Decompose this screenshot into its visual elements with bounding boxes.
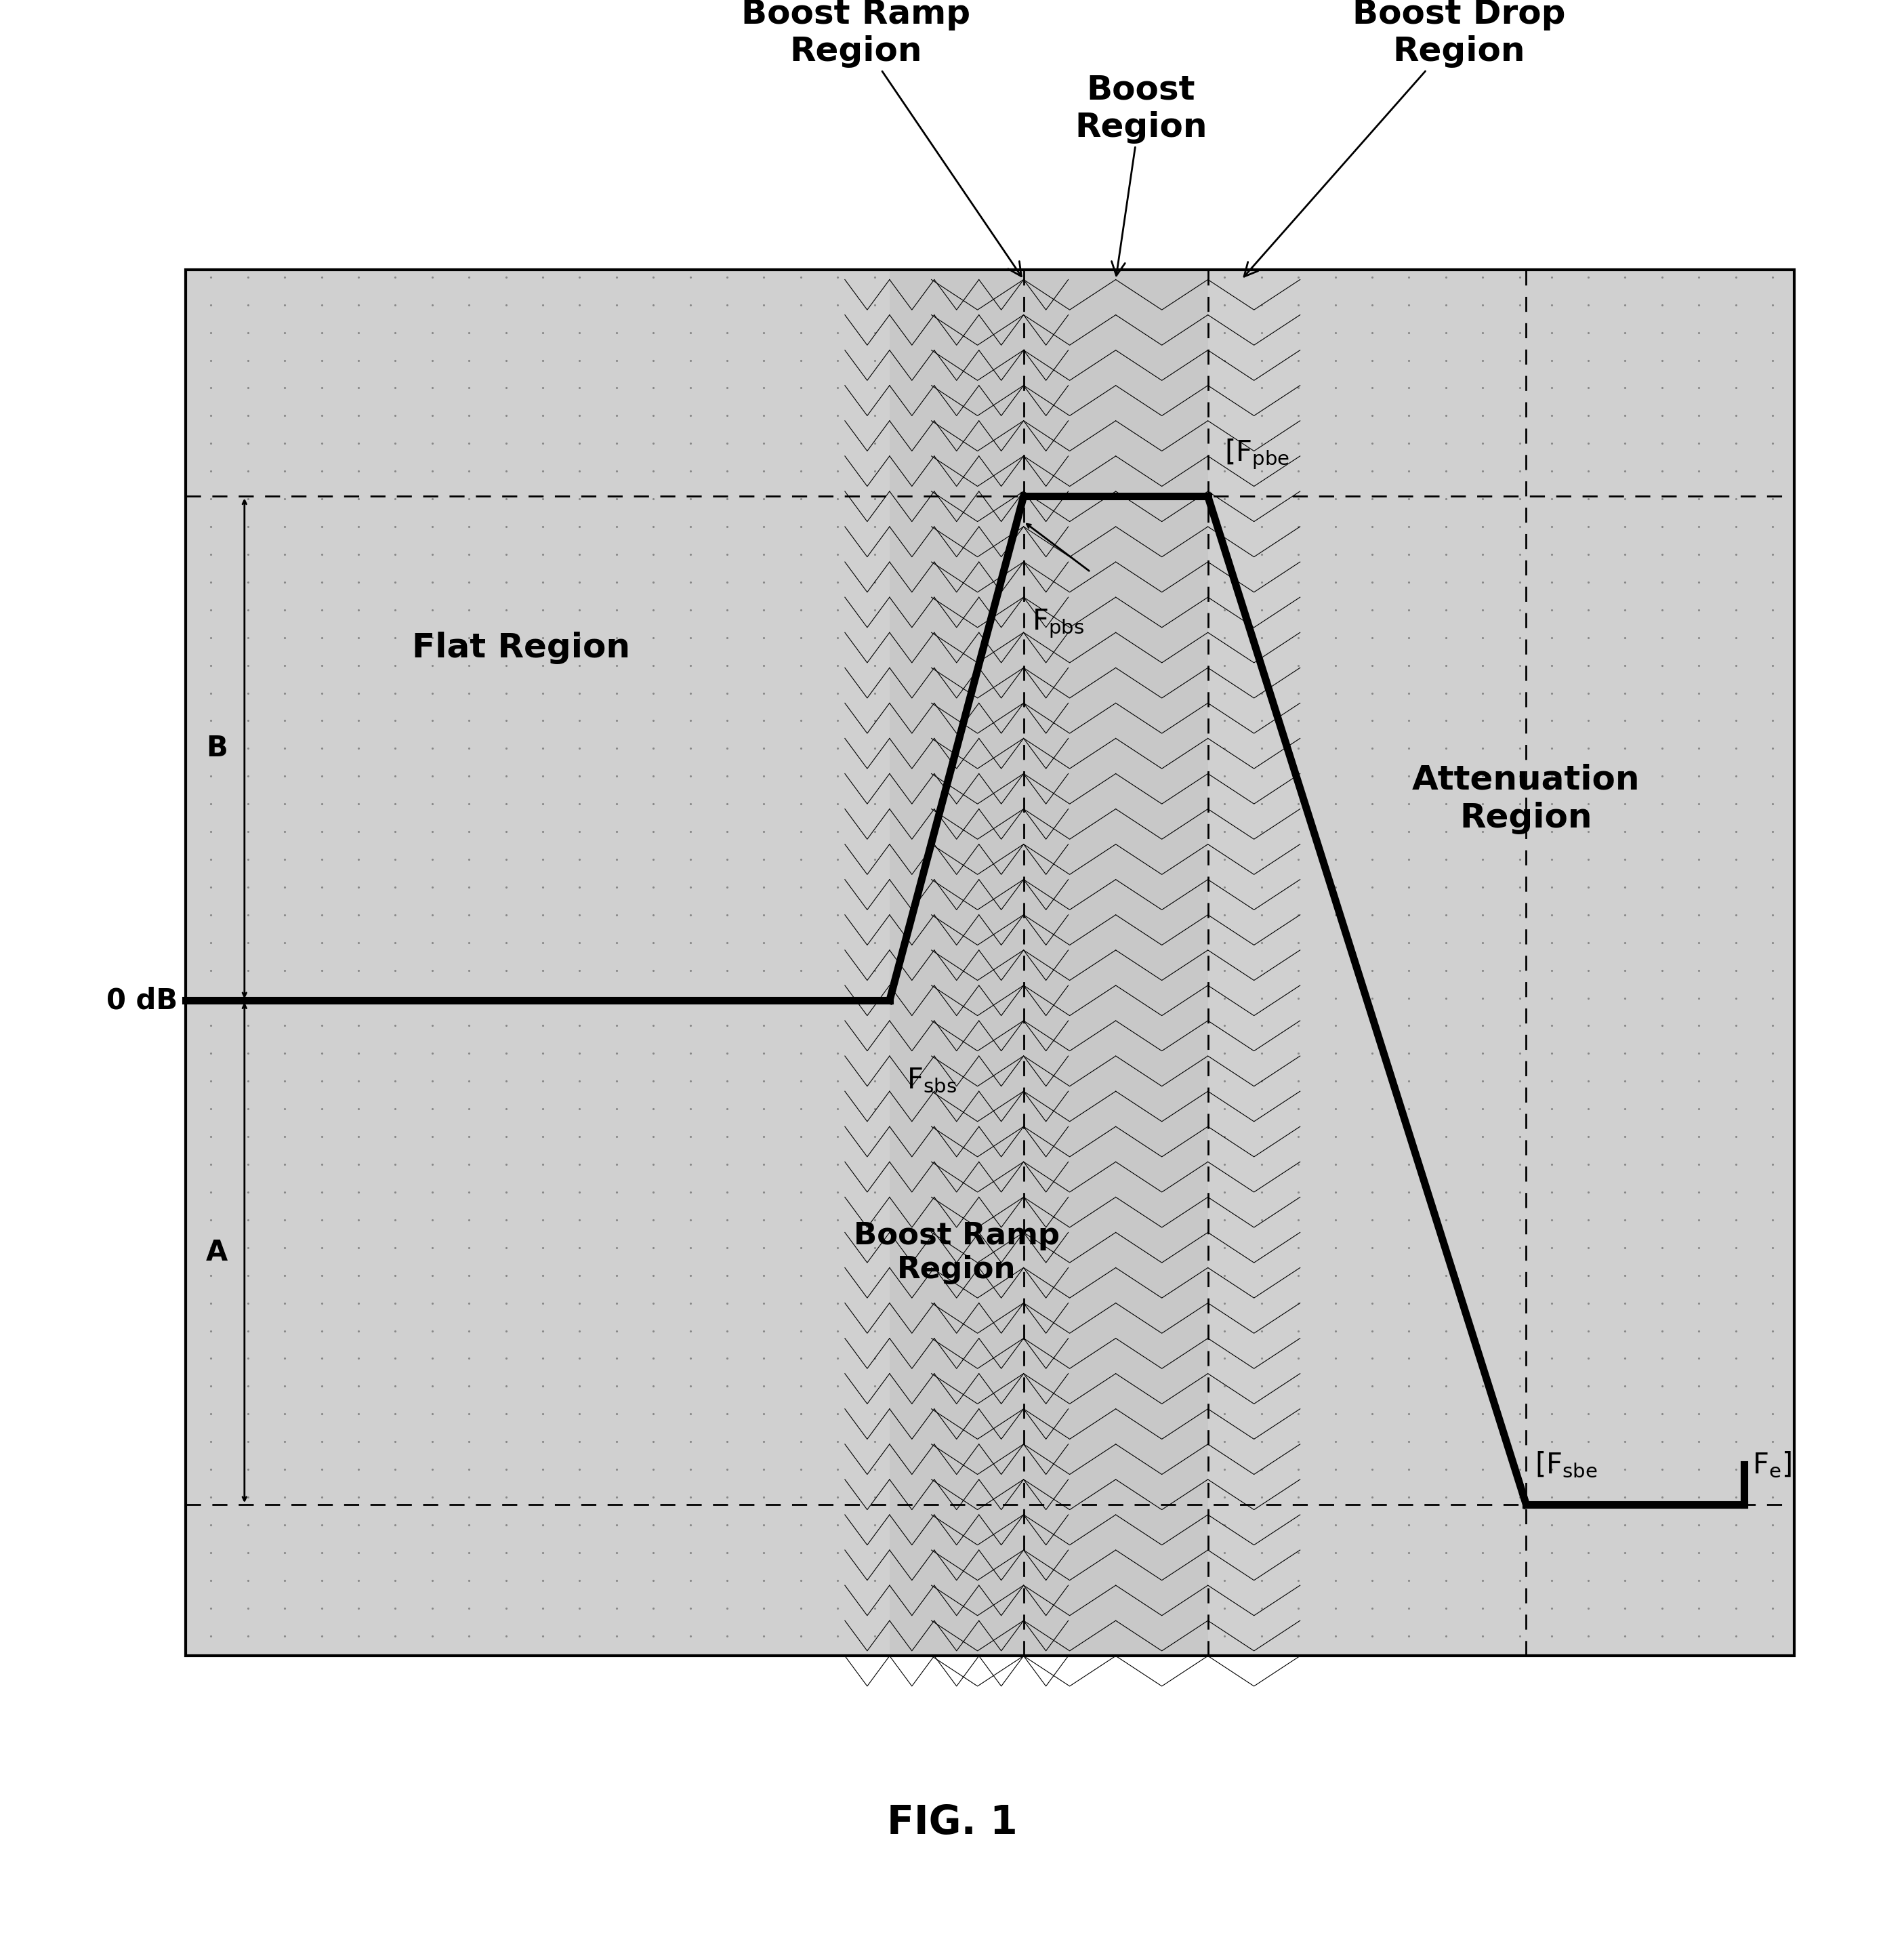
Text: 0 dB: 0 dB — [107, 987, 177, 1014]
Bar — [1207, 270, 1527, 1656]
Text: Boost Ramp
Region: Boost Ramp Region — [741, 0, 1021, 275]
Text: $\mathregular{F_e]}$: $\mathregular{F_e]}$ — [1752, 1450, 1792, 1479]
Text: $\mathregular{F_{sbs}}$: $\mathregular{F_{sbs}}$ — [906, 1066, 956, 1094]
Text: Boost Ramp
Region: Boost Ramp Region — [853, 1222, 1061, 1284]
Bar — [1024, 270, 1207, 1656]
Text: Boost
Region: Boost Region — [1074, 74, 1207, 275]
Text: FIG. 1: FIG. 1 — [887, 1803, 1017, 1842]
Text: $\mathregular{[F_{pbe}}$: $\mathregular{[F_{pbe}}$ — [1224, 438, 1289, 471]
Text: B: B — [206, 735, 228, 762]
Text: A: A — [206, 1239, 228, 1266]
Text: Flat Region: Flat Region — [411, 632, 630, 663]
Bar — [889, 270, 1024, 1656]
Bar — [1527, 270, 1794, 1656]
Text: $\mathregular{F_{pbs}}$: $\mathregular{F_{pbs}}$ — [1032, 607, 1083, 640]
Bar — [187, 270, 889, 1656]
Text: $\mathregular{[F_{sbe}}$: $\mathregular{[F_{sbe}}$ — [1535, 1450, 1597, 1479]
Text: Attenuation
Region: Attenuation Region — [1413, 764, 1639, 834]
Text: Boost Drop
Region: Boost Drop Region — [1243, 0, 1565, 277]
